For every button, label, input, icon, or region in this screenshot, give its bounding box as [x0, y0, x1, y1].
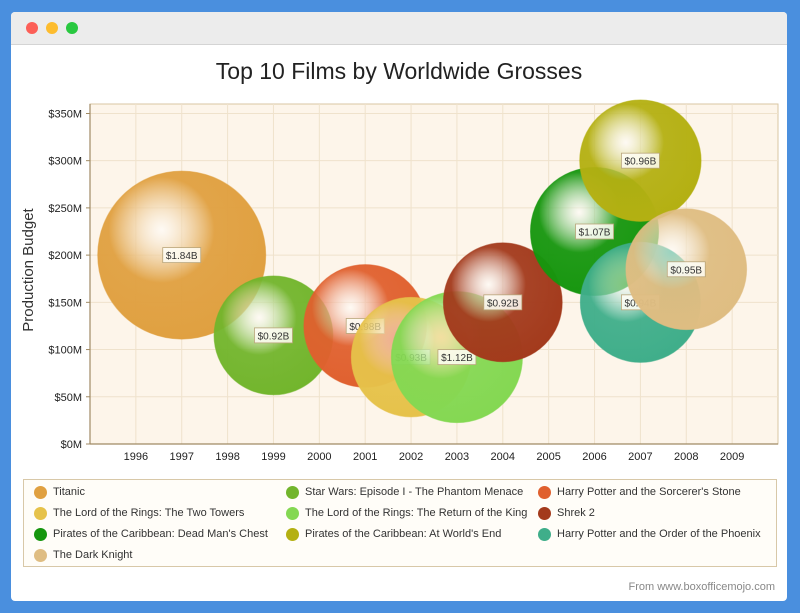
- x-tick-label: 2007: [628, 451, 652, 463]
- source-note: From www.boxofficemojo.com: [628, 581, 775, 593]
- data-label-box: [483, 294, 523, 311]
- legend-item[interactable]: Harry Potter and the Sorcerer's Stone: [538, 483, 741, 501]
- maximize-window-button[interactable]: [66, 22, 78, 34]
- legend-label: The Dark Knight: [53, 549, 133, 561]
- x-tick-label: 1997: [169, 451, 193, 463]
- data-label: $1.07B: [579, 228, 611, 239]
- legend-swatch: [286, 485, 299, 499]
- legend-item[interactable]: The Lord of the Rings: The Return of the…: [286, 504, 527, 522]
- legend-item[interactable]: Pirates of the Caribbean: At World's End: [286, 525, 501, 543]
- y-tick-label: $300M: [48, 156, 82, 168]
- y-tick-label: $200M: [48, 250, 82, 262]
- legend-swatch: [538, 506, 551, 520]
- x-tick-label: 2009: [720, 451, 744, 463]
- legend-label: Harry Potter and the Order of the Phoeni…: [557, 528, 761, 540]
- legend-label: The Lord of the Rings: The Return of the…: [305, 507, 528, 519]
- x-tick-label: 1996: [124, 451, 148, 463]
- legend-label: Harry Potter and the Sorcerer's Stone: [557, 486, 741, 498]
- minimize-window-button[interactable]: [46, 22, 58, 34]
- y-tick-label: $250M: [48, 203, 82, 215]
- legend-swatch: [34, 506, 47, 520]
- legend-label: Shrek 2: [557, 507, 595, 519]
- legend-swatch: [34, 527, 47, 541]
- legend-item[interactable]: Pirates of the Caribbean: Dead Man's Che…: [34, 525, 268, 543]
- data-label-box: [666, 261, 706, 278]
- data-label: $0.92B: [487, 298, 519, 309]
- y-tick-label: $50M: [54, 392, 82, 404]
- legend-item[interactable]: Titanic: [34, 483, 85, 501]
- bubbles: $1.84B$0.92B$0.98B$0.93B$1.12B$0.92B$1.0…: [97, 99, 748, 424]
- legend-label: Pirates of the Caribbean: Dead Man's Che…: [53, 528, 268, 540]
- y-tick-label: $0M: [61, 439, 82, 451]
- y-axis-label: Production Budget: [20, 207, 37, 331]
- legend-swatch: [538, 485, 551, 499]
- y-tick-label: $350M: [48, 108, 82, 120]
- legend-swatch: [286, 527, 299, 541]
- x-tick-label: 1999: [261, 451, 285, 463]
- legend-item[interactable]: Harry Potter and the Order of the Phoeni…: [538, 525, 761, 543]
- data-label-box: [437, 349, 477, 366]
- legend-label: Titanic: [53, 486, 85, 498]
- data-label-box: [162, 247, 202, 264]
- x-tick-label: 2002: [399, 451, 423, 463]
- data-label: $0.95B: [670, 265, 702, 276]
- title-bar: [11, 12, 787, 45]
- legend-swatch: [34, 548, 47, 562]
- legend-item[interactable]: Star Wars: Episode I - The Phantom Menac…: [286, 483, 523, 501]
- x-tick-label: 2001: [353, 451, 377, 463]
- axes: 1996 1997 1998 1999 2000 2001 2002 2003 2004 2005…: [48, 104, 778, 463]
- x-tick-label: 2004: [491, 451, 515, 463]
- bubble-chart: Top 10 Films by Worldwide Grosses 1996 19…: [20, 58, 779, 463]
- chart-title: Top 10 Films by Worldwide Grosses: [216, 58, 582, 84]
- data-label-box: [575, 223, 614, 240]
- data-label: $1.84B: [166, 251, 198, 262]
- legend-swatch: [34, 485, 47, 499]
- legend-item[interactable]: Shrek 2: [538, 504, 595, 522]
- x-tick-label: 2000: [307, 451, 331, 463]
- y-tick-label: $150M: [48, 297, 82, 309]
- data-label: $1.12B: [441, 353, 473, 364]
- data-label-box: [621, 152, 660, 169]
- x-tick-label: 2003: [445, 451, 469, 463]
- legend-swatch: [538, 527, 551, 541]
- data-label: $0.92B: [258, 331, 290, 342]
- app-window: Top 10 Films by Worldwide Grosses 1996 19…: [11, 12, 787, 601]
- legend-item[interactable]: The Lord of the Rings: The Two Towers: [34, 504, 244, 522]
- legend-label: The Lord of the Rings: The Two Towers: [53, 507, 245, 519]
- legend-label: Pirates of the Caribbean: At World's End: [305, 528, 502, 540]
- x-tick-label: 2005: [536, 451, 560, 463]
- data-label: $0.96B: [625, 157, 657, 168]
- legend-item[interactable]: The Dark Knight: [34, 546, 132, 564]
- x-tick-label: 2008: [674, 451, 698, 463]
- x-tick-label: 1998: [215, 451, 239, 463]
- data-label-box: [254, 327, 293, 344]
- y-tick-label: $100M: [48, 345, 82, 357]
- legend: Titanic Star Wars: Episode I - The Phanto…: [23, 479, 777, 567]
- legend-label: Star Wars: Episode I - The Phantom Menac…: [305, 486, 524, 498]
- x-tick-label: 2006: [582, 451, 606, 463]
- close-window-button[interactable]: [26, 22, 38, 34]
- legend-swatch: [286, 506, 299, 520]
